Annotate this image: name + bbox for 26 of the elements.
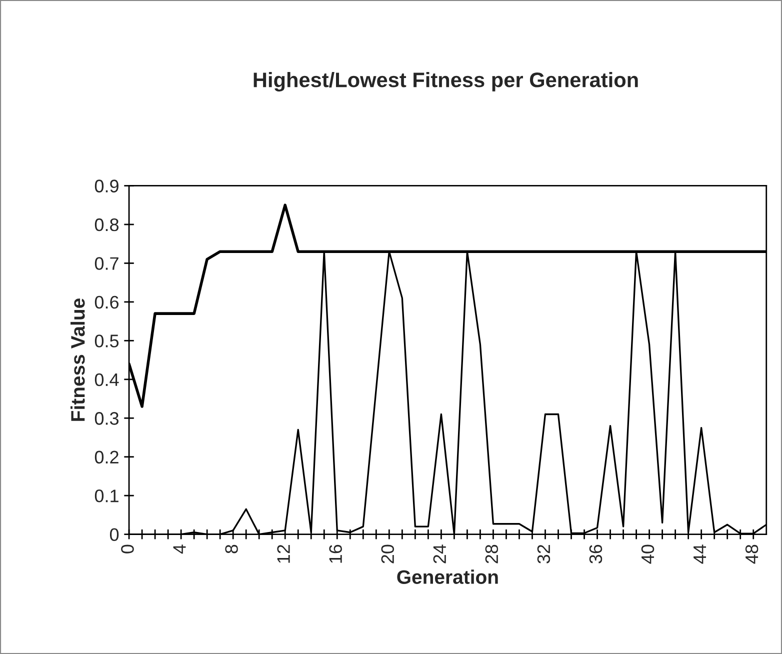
y-axis-title: Fitness Value — [70, 298, 85, 421]
x-tick-label: 16 — [329, 544, 342, 563]
chart-title: Highest/Lowest Fitness per Generation — [254, 72, 638, 92]
y-tick-label: 0.7 — [94, 257, 118, 270]
x-tick-label: 12 — [277, 544, 290, 563]
y-tick-label: 0.2 — [94, 450, 118, 464]
y-tick-label: 0.6 — [94, 296, 119, 309]
y-tick-label: 0.9 — [94, 180, 118, 192]
x-tick-label: 48 — [745, 544, 758, 564]
y-tick-label: 0.1 — [94, 490, 118, 502]
x-tick-label: 20 — [381, 544, 394, 564]
x-tick-label: 8 — [225, 544, 238, 554]
y-tick-label: 0.4 — [94, 373, 119, 386]
x-tick-label: 24 — [433, 544, 446, 564]
y-tick-label: 0.8 — [94, 218, 119, 232]
x-tick-label: 32 — [537, 544, 550, 564]
x-tick-label: 44 — [694, 544, 706, 564]
x-tick-label: 40 — [641, 544, 654, 564]
y-tick-label: 0.3 — [94, 412, 119, 425]
x-axis-title: Generation — [397, 570, 498, 584]
y-tick-label: 0 — [110, 528, 119, 542]
x-tick-label: 36 — [589, 544, 602, 564]
x-tick-label: 28 — [485, 544, 498, 564]
y-tick-label: 0.5 — [94, 334, 119, 348]
x-tick-label: 0 — [121, 544, 134, 554]
x-tick-label: 4 — [173, 544, 186, 554]
